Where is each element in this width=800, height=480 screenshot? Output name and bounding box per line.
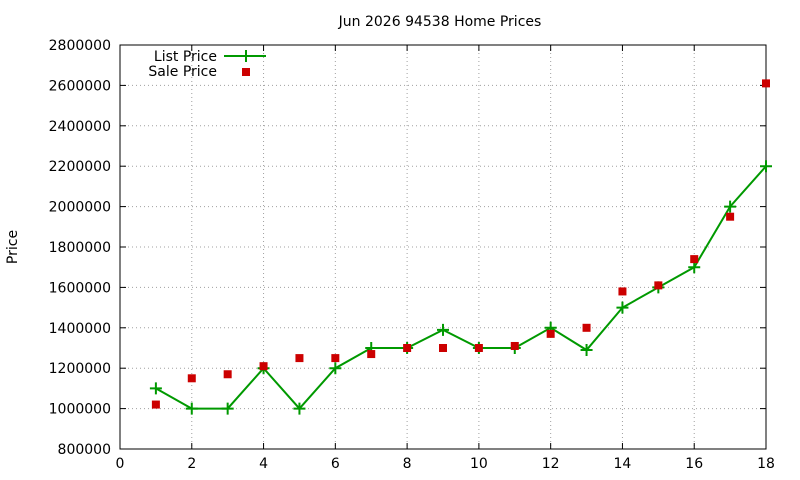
x-axis: 0 2 4 6 8 10 12 14 16 18 — [116, 45, 775, 472]
x-tick-label: 8 — [403, 456, 412, 472]
point-sale-price — [367, 350, 376, 359]
grid-lines — [120, 45, 766, 449]
x-tick-label: 0 — [116, 456, 125, 472]
point-list-price — [437, 323, 449, 336]
point-list-price — [185, 402, 198, 415]
x-tick-label: 12 — [542, 456, 560, 472]
point-sale-price — [726, 212, 735, 221]
point-list-price — [688, 261, 701, 274]
point-list-price — [293, 402, 306, 415]
point-list-price — [149, 382, 162, 395]
point-sale-price — [582, 323, 591, 332]
y-axis-label: Price — [5, 230, 21, 264]
point-sale-price — [223, 370, 232, 379]
x-tick-label: 14 — [614, 456, 632, 472]
legend-label-sale-price: Sale Price — [148, 64, 217, 80]
point-list-price — [580, 344, 593, 357]
point-list-price — [329, 362, 342, 375]
point-sale-price — [151, 400, 160, 409]
legend-marker-list-price — [240, 50, 252, 62]
series-line-list-price — [155, 165, 767, 411]
point-list-price — [616, 301, 629, 314]
point-sale-price — [654, 281, 663, 290]
point-sale-price — [187, 374, 196, 383]
x-tick-label: 18 — [757, 456, 775, 472]
x-tick-label: 2 — [187, 456, 196, 472]
y-tick-label: 2800000 — [49, 38, 111, 54]
y-axis: 800000 1000000 1200000 1400000 1600000 180000… — [49, 38, 766, 458]
point-list-price — [760, 160, 772, 173]
y-tick-label: 2400000 — [49, 119, 111, 135]
point-sale-price — [439, 344, 447, 352]
point-list-price — [221, 402, 234, 415]
point-sale-price — [259, 362, 268, 371]
legend-label-list-price: List Price — [154, 49, 217, 65]
y-tick-label: 1400000 — [49, 321, 111, 337]
y-tick-label: 2000000 — [49, 200, 111, 216]
series-points — [149, 79, 772, 415]
x-tick-label: 10 — [470, 456, 488, 472]
point-sale-price — [510, 341, 519, 350]
y-tick-label: 800000 — [58, 442, 111, 458]
y-tick-label: 1200000 — [49, 361, 111, 377]
point-sale-price — [295, 354, 304, 363]
legend-marker-sale-price — [242, 68, 250, 76]
point-sale-price — [762, 79, 770, 88]
x-tick-label: 4 — [259, 456, 268, 472]
point-list-price — [724, 200, 737, 213]
point-sale-price — [690, 255, 699, 264]
legend: List Price Sale Price — [148, 49, 266, 80]
point-sale-price — [331, 354, 340, 363]
y-tick-label: 1600000 — [49, 280, 111, 296]
y-tick-label: 2200000 — [49, 159, 111, 175]
y-tick-label: 1800000 — [49, 240, 111, 256]
point-sale-price — [403, 344, 412, 352]
point-sale-price — [546, 329, 555, 338]
point-sale-price — [618, 287, 627, 296]
chart-title: Jun 2026 94538 Home Prices — [338, 14, 542, 30]
x-tick-label: 16 — [685, 456, 703, 472]
point-sale-price — [474, 344, 483, 352]
x-tick-label: 6 — [331, 456, 340, 472]
y-tick-label: 1000000 — [49, 402, 111, 418]
y-tick-label: 2600000 — [49, 78, 111, 94]
series-lines — [155, 165, 767, 411]
